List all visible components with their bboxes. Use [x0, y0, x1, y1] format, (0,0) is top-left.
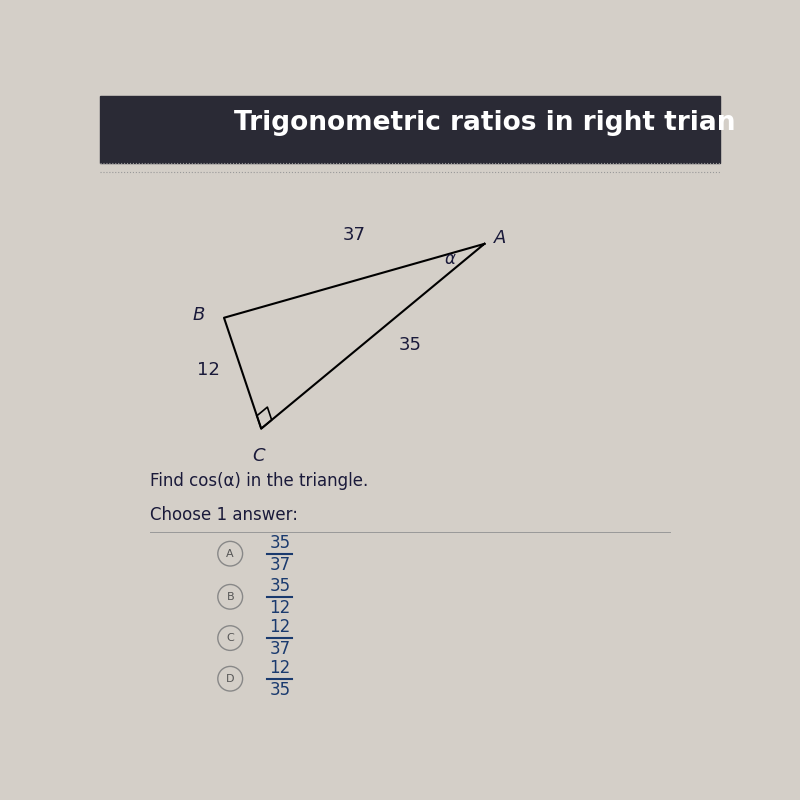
Text: 35: 35 [270, 577, 290, 594]
Text: 12: 12 [269, 658, 290, 677]
Text: 12: 12 [269, 618, 290, 636]
Text: 35: 35 [270, 534, 290, 552]
Text: Find cos(α) in the triangle.: Find cos(α) in the triangle. [150, 472, 368, 490]
Text: A: A [494, 229, 506, 246]
Text: C: C [252, 447, 265, 466]
Bar [100, 96, 720, 162]
Text: Choose 1 answer:: Choose 1 answer: [150, 506, 298, 524]
Text: B: B [193, 306, 206, 324]
Text: B: B [226, 592, 234, 602]
Text: 37: 37 [270, 556, 290, 574]
Circle shape [218, 626, 242, 650]
Circle shape [218, 542, 242, 566]
Text: 35: 35 [398, 337, 422, 354]
Text: C: C [226, 633, 234, 643]
Text: Trigonometric ratios in right trian: Trigonometric ratios in right trian [234, 110, 735, 136]
Text: A: A [226, 549, 234, 558]
Circle shape [218, 585, 242, 609]
Text: 37: 37 [342, 226, 366, 243]
Text: 35: 35 [270, 681, 290, 699]
Text: α: α [445, 250, 456, 268]
Text: 37: 37 [270, 640, 290, 658]
Text: 12: 12 [197, 361, 220, 379]
Circle shape [218, 666, 242, 691]
Text: 12: 12 [269, 599, 290, 617]
Text: D: D [226, 674, 234, 684]
